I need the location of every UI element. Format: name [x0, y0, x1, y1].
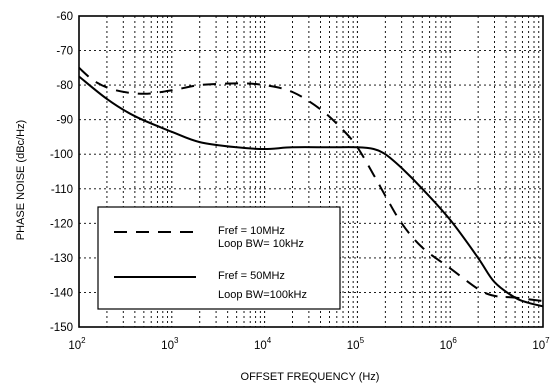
y-tick-label: -120 — [50, 218, 73, 230]
x-tick-label: 103 — [161, 336, 179, 352]
x-tick-label: 102 — [68, 336, 86, 352]
y-tick-label: -90 — [56, 115, 73, 127]
x-tick-label: 104 — [254, 336, 272, 352]
x-tick-label: 107 — [532, 336, 550, 352]
series-fref-10mhz-line — [78, 67, 544, 303]
series-lines — [78, 67, 544, 308]
x-axis-title: OFFSET FREQUENCY (Hz) — [241, 371, 380, 383]
x-tick-labels: 102 103 104 105 106 107 — [68, 336, 550, 352]
y-tick-label: -110 — [51, 184, 73, 196]
legend: Fref = 10MHz Loop BW= 10kHz Fref = 50MHz… — [97, 206, 341, 310]
legend-box — [97, 206, 341, 310]
series-fref-50mhz-line — [78, 75, 544, 308]
y-tick-label: -70 — [56, 46, 73, 58]
legend-label-series-2-line-2: Loop BW=100kHz — [218, 289, 307, 301]
legend-label-series-1-line-1: Fref = 10MHz — [218, 225, 285, 237]
grid-lines — [79, 16, 543, 327]
y-tick-label: -100 — [50, 149, 73, 161]
y-axis-title: PHASE NOISE (dBc/Hz) — [15, 120, 27, 240]
y-tick-label: -80 — [56, 80, 73, 92]
x-tick-label: 105 — [347, 336, 365, 352]
y-tick-label: -60 — [56, 11, 73, 23]
y-tick-label: -130 — [50, 253, 73, 265]
x-tick-label: 106 — [440, 336, 458, 352]
plot-frame — [78, 15, 544, 328]
y-tick-label: -150 — [50, 322, 73, 334]
y-tick-label: -140 — [50, 287, 73, 299]
legend-label-series-2-line-1: Fref = 50MHz — [218, 270, 285, 282]
y-tick-labels: -60 -70 -80 -90 -100 -110 -120 -130 -140 -150 — [50, 11, 73, 334]
legend-label-series-1-line-2: Loop BW= 10kHz — [218, 238, 304, 250]
